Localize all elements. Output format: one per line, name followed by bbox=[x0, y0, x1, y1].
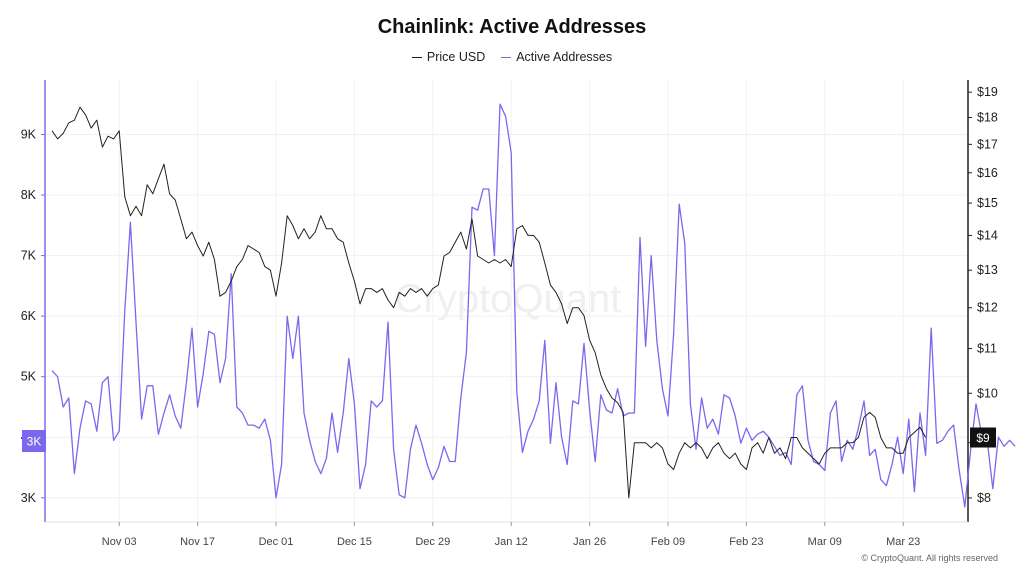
x-tick-label: Dec 15 bbox=[337, 536, 372, 548]
series-line-active-addresses[interactable] bbox=[51, 103, 1016, 508]
right-tick-label: $15 bbox=[977, 196, 998, 210]
watermark: CryptoQuant bbox=[395, 277, 622, 321]
right-tick-label: $16 bbox=[977, 166, 998, 180]
chart-legend: Price USD Active Addresses bbox=[0, 50, 1024, 64]
active-addresses-badge bbox=[22, 430, 46, 452]
copyright-text: © CryptoQuant. All rights reserved bbox=[861, 553, 998, 563]
chart-title: Chainlink: Active Addresses bbox=[377, 16, 647, 38]
x-tick-label: Dec 29 bbox=[415, 536, 450, 548]
price-badge bbox=[970, 427, 996, 448]
legend-item-active-addresses[interactable]: Active Addresses bbox=[501, 50, 612, 64]
legend-item-price[interactable]: Price USD bbox=[411, 50, 486, 64]
right-tick-label: $10 bbox=[977, 386, 998, 400]
right-tick-label: $11 bbox=[977, 342, 997, 356]
right-tick-label: $17 bbox=[977, 137, 998, 151]
left-tick-label: 9K bbox=[21, 127, 37, 141]
left-tick-label: 3K bbox=[21, 491, 37, 505]
left-tick-label: 7K bbox=[21, 249, 37, 263]
legend-label-active-addresses: Active Addresses bbox=[516, 50, 613, 64]
x-tick-label: Jan 26 bbox=[573, 536, 606, 548]
right-tick-label: $19 bbox=[977, 85, 998, 99]
active-addresses-badge-label: 3K bbox=[27, 435, 42, 449]
legend-label-price: Price USD bbox=[426, 50, 486, 64]
grid-lines bbox=[45, 80, 968, 522]
left-tick-label: 8K bbox=[21, 188, 37, 202]
x-tick-label: Feb 23 bbox=[729, 536, 763, 548]
series-line-price[interactable] bbox=[51, 106, 927, 499]
right-tick-label: $13 bbox=[977, 263, 998, 277]
right-tick-label: $18 bbox=[977, 111, 998, 125]
right-tick-label: $14 bbox=[977, 228, 998, 242]
right-tick-label: $12 bbox=[977, 301, 998, 315]
legend-swatch-active-addresses bbox=[501, 56, 512, 58]
x-tick-label: Feb 09 bbox=[651, 536, 685, 548]
left-tick-label: 6K bbox=[21, 309, 37, 323]
current-value-badges: $9 3K bbox=[22, 427, 996, 452]
right-tick-label: $8 bbox=[977, 491, 991, 505]
x-tick-label: Mar 09 bbox=[808, 536, 842, 548]
legend-swatch-price bbox=[411, 56, 422, 58]
x-tick-label: Nov 03 bbox=[102, 536, 137, 548]
x-tick-label: Nov 17 bbox=[180, 536, 215, 548]
tick-labels: 9K8K7K6K5K4K3K$19$18$17$16$15$14$13$12$1… bbox=[21, 85, 998, 548]
price-badge-label: $9 bbox=[976, 431, 990, 445]
x-tick-label: Mar 23 bbox=[886, 536, 920, 548]
x-tick-label: Dec 01 bbox=[259, 536, 294, 548]
left-tick-label: 5K bbox=[21, 370, 37, 384]
series-layer bbox=[51, 103, 1016, 508]
x-tick-label: Jan 12 bbox=[495, 536, 528, 548]
